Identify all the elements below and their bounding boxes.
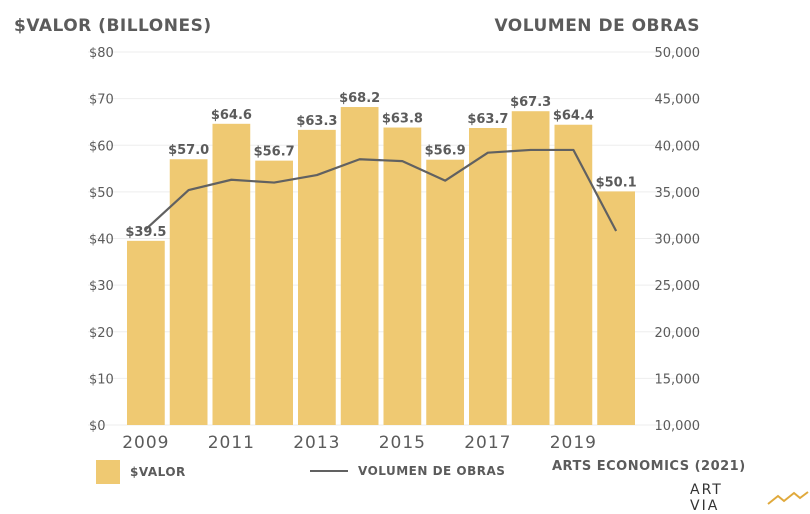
y-tick-label-left: $30 [89, 279, 114, 294]
y-tick-label-left: $0 [89, 419, 106, 434]
y-tick-label-left: $80 [89, 46, 114, 61]
y-tick-label-right: 35,000 [655, 186, 701, 201]
y-tick-label-right: 40,000 [655, 139, 701, 154]
y-tick-label-left: $50 [89, 186, 114, 201]
x-tick-label: 2013 [293, 433, 340, 453]
bar-labels: $39.5 $57.0 $64.6 $56.7 $63.3$68.2$63.8 $56.9… [125, 91, 636, 240]
bar-value-label: $64.4 [553, 109, 594, 124]
legend-item-volumen: VOLUMEN DE OBRAS [310, 464, 505, 478]
bars [127, 107, 635, 426]
x-axis: 2009 2011 2013 2015 2017 2019 [122, 433, 597, 453]
x-tick-label: 2019 [550, 433, 597, 453]
y-tick-label-left: $10 [89, 372, 114, 387]
bar [255, 160, 293, 426]
bar-value-label: $67.3 [510, 95, 551, 110]
legend-label-valor: $VALOR [130, 465, 186, 479]
y-tick-label-left: $70 [89, 93, 114, 108]
bar-value-label: $39.5 [125, 225, 166, 240]
y-tick-label-right: 50,000 [655, 46, 701, 61]
x-tick-label: 2011 [208, 433, 255, 453]
bar [597, 191, 635, 425]
bar [169, 159, 208, 426]
bar [298, 129, 336, 425]
y-tick-label-left: $60 [89, 139, 114, 154]
brand-zigzag-icon [767, 491, 809, 505]
bar [426, 159, 464, 426]
volume-line-path [145, 148, 618, 232]
y-tick-label-right: 25,000 [655, 279, 701, 294]
bar-value-label: $68.2 [339, 91, 380, 106]
y-tick-label-right: 10,000 [655, 419, 701, 434]
y-tick-label-left: $20 [89, 326, 114, 341]
bar [127, 240, 165, 425]
bar-value-label: $57.0 [168, 143, 209, 158]
bar-value-label: $63.7 [467, 112, 508, 127]
bar [554, 124, 593, 426]
y-tick-label-right: 45,000 [655, 93, 701, 108]
source-note: ARTS ECONOMICS (2021) [552, 459, 746, 474]
bar [469, 127, 507, 425]
bar-value-label: $56.7 [254, 145, 295, 160]
legend-item-valor: $VALOR [96, 460, 186, 484]
y-tick-label-right: 30,000 [655, 233, 701, 248]
brand-text: ART VIA [690, 482, 723, 514]
y-axis-left: $0 $10 $20 $30 $40 $50 $60 $70 $80 [89, 46, 114, 434]
y-tick-label-right: 15,000 [655, 372, 701, 387]
x-tick-label: 2009 [122, 433, 169, 453]
bar-value-label: $64.6 [211, 108, 252, 123]
y-tick-label-right: 20,000 [655, 326, 701, 341]
y-axis-right-title: VOLUMEN DE OBRAS [494, 16, 700, 36]
volume-line [145, 148, 618, 232]
bar [511, 111, 550, 426]
bar [340, 107, 379, 425]
brand-logo: ART VIA [690, 482, 810, 514]
x-tick-label: 2015 [379, 433, 426, 453]
legend-swatch-bar [96, 460, 120, 484]
bar-value-label: $63.3 [296, 114, 337, 129]
y-axis-right: 10,000 15,000 20,000 25,000 30,000 35,000 40,0… [655, 46, 701, 434]
bar-value-label: $56.9 [425, 144, 466, 159]
y-tick-label-left: $40 [89, 233, 114, 248]
bar [383, 127, 422, 425]
bar-value-label: $63.8 [382, 112, 423, 127]
y-axis-left-title: $VALOR (BILLONES) [14, 16, 212, 36]
bar-value-label: $50.1 [596, 175, 637, 190]
legend-label-volumen: VOLUMEN DE OBRAS [358, 464, 506, 478]
bar [212, 123, 251, 426]
legend-swatch-line [310, 470, 348, 472]
x-tick-label: 2017 [464, 433, 511, 453]
